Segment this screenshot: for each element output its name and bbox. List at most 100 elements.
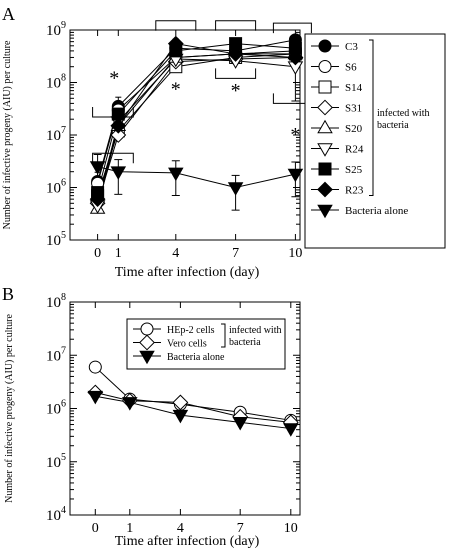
series-line [97,56,296,204]
data-point [88,360,102,374]
y-tick-exponent: 8 [61,73,66,84]
y-tick-label: 106 [46,399,66,418]
x-axis-title: Time after infection (day) [115,534,260,549]
y-tick-base: 10 [46,128,61,144]
significance-asterisk: * [109,68,119,90]
significance-bracket [272,22,312,34]
y-tick-label: 107 [46,345,66,364]
data-point [172,409,189,424]
y-tick-base: 10 [46,181,61,197]
y-tick-exponent: 7 [61,125,66,136]
significance-bracket [215,20,257,31]
y-tick-label: 105 [46,452,66,471]
legend-label: S14 [345,82,363,94]
data-point [227,46,244,62]
y-tick-base: 10 [46,23,61,39]
series-line [97,53,296,209]
legend-bracket [369,39,374,196]
x-tick-label: 0 [92,521,99,536]
legend-marker [318,162,332,176]
series-line [97,58,296,206]
legend-label: S31 [345,103,362,115]
legend-label: Vero cells [167,339,207,350]
series-line [97,53,296,196]
y-tick-exponent: 6 [61,399,66,410]
data-point [110,166,127,180]
legend-group-label: infected with [229,325,281,336]
legend-label: C3 [345,41,358,53]
series-line [94,366,291,421]
x-tick-label: 7 [237,521,244,536]
x-tick-label: 4 [172,246,179,261]
legend-marker [318,80,332,94]
data-point [89,161,106,175]
y-tick-exponent: 9 [61,20,66,31]
y-tick-base: 10 [46,76,61,92]
x-tick-label: 1 [126,521,133,536]
data-point [232,417,248,431]
legend-marker [139,334,155,351]
legend-marker [317,99,333,116]
data-point [167,35,184,52]
data-point [287,168,304,183]
legend-label: HEp-2 cells [167,325,215,336]
y-tick-label: 106 [46,178,66,197]
y-tick-base: 10 [46,508,61,524]
y-tick-label: 109 [46,20,66,39]
legend-marker [317,143,333,157]
legend-marker [140,322,154,336]
legend-marker [317,204,333,219]
legend-label: S25 [345,164,363,176]
data-point [283,423,299,437]
x-tick-label: 0 [94,246,101,261]
significance-asterisk: * [290,124,300,146]
y-tick-exponent: 5 [61,452,66,463]
legend-label: R23 [345,185,364,197]
y-tick-label: 105 [46,230,66,249]
significance-asterisk: * [171,79,181,101]
x-tick-label: 10 [288,246,302,261]
data-point [287,49,304,66]
y-tick-exponent: 7 [61,345,66,356]
legend-label: R24 [345,144,364,156]
data-point [89,191,106,208]
x-tick-label: 4 [177,521,184,536]
y-tick-label: 108 [46,73,66,92]
x-axis-title: Time after infection (day) [115,265,260,280]
y-tick-base: 10 [46,402,61,418]
y-tick-base: 10 [46,233,61,249]
legend-group-label: bacteria [229,337,261,348]
legend-marker [139,350,155,365]
significance-bracket [155,20,197,31]
y-tick-base: 10 [46,348,61,364]
y-tick-label: 104 [46,505,66,524]
y-axis-title: Number of infective progeny (AIU) per cu… [2,40,13,229]
data-point [110,127,127,143]
legend-marker [318,39,332,53]
y-tick-label: 108 [46,292,66,311]
series-line [97,43,296,193]
legend-bracket [221,323,226,348]
legend-label: Bacteria alone [167,352,225,363]
x-tick-label: 7 [232,246,239,261]
data-point [87,390,104,405]
significance-asterisk: * [231,80,241,102]
y-tick-exponent: 6 [61,178,66,189]
x-tick-label: 10 [284,521,298,536]
legend-label: S6 [345,62,357,74]
y-tick-exponent: 4 [61,505,66,516]
y-tick-exponent: 5 [61,230,66,241]
legend-group-label: infected with [377,108,429,119]
legend-label: S20 [345,123,363,135]
legend-group-label: bacteria [377,120,409,131]
data-point [110,117,127,134]
panel-b-label: B [2,284,14,304]
data-point [227,182,244,196]
y-tick-exponent: 8 [61,292,66,303]
significance-bracket [215,68,257,79]
legend-label: Bacteria alone [345,205,408,217]
y-tick-label: 107 [46,125,66,144]
y-tick-base: 10 [46,455,61,471]
